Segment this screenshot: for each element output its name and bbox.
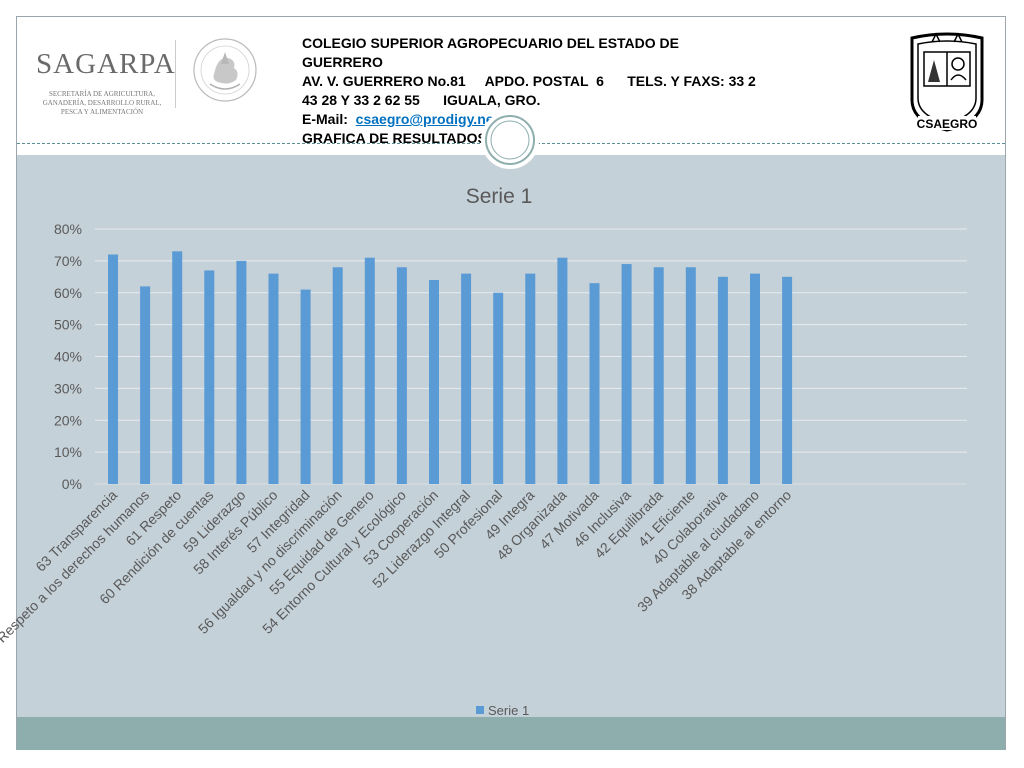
sagarpa-wordmark: SAGARPA [36,48,176,80]
decorative-circle-icon [481,111,539,169]
csaegro-logo: CSAEGRO [906,30,988,134]
csaegro-label: CSAEGRO [917,117,978,131]
header-phones: 43 28 Y 33 2 62 55 IGUALA, GRO. [302,92,541,108]
email-label: E-Mail: [302,111,356,127]
sagarpa-logo: SAGARPA SECRETARÍA DE AGRICULTURA, GANAD… [36,48,175,118]
mexico-seal-icon [193,38,257,102]
institution-header: COLEGIO SUPERIOR AGROPECUARIO DEL ESTADO… [302,34,842,148]
chart-area [17,155,1005,717]
header-address: AV. V. GUERRERO No.81 APDO. POSTAL 6 TEL… [302,73,756,89]
csaegro-shield-icon: CSAEGRO [910,32,984,132]
header-subtitle: GRAFICA DE RESULTADOS [302,130,487,146]
header-line-2: GUERRERO [302,54,383,70]
header-line-1: COLEGIO SUPERIOR AGROPECUARIO DEL ESTADO… [302,35,680,51]
sagarpa-subtitle: SECRETARÍA DE AGRICULTURA, GANADERÍA, DE… [42,90,162,116]
footer-band [17,717,1005,750]
logo-separator [175,40,176,108]
email-link[interactable]: csaegro@prodigy.net.mx [355,111,523,127]
header-email-line: E-Mail: csaegro@prodigy.net.mx [302,110,842,129]
